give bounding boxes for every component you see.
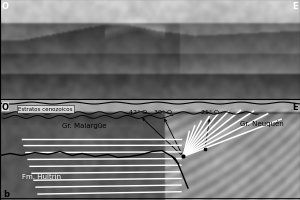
Text: 42° O: 42° O (129, 109, 147, 114)
Text: O: O (2, 2, 9, 11)
Text: Fm. Huitrín: Fm. Huitrín (22, 173, 61, 179)
Text: E: E (292, 2, 298, 11)
Text: 30° O: 30° O (154, 109, 172, 114)
Text: E: E (292, 103, 298, 112)
Text: Gr. Neuquén: Gr. Neuquén (240, 120, 284, 127)
Text: Estratos cenozoicos: Estratos cenozoicos (18, 107, 73, 112)
Text: O: O (2, 103, 9, 112)
Text: Gr. Malargüe: Gr. Malargüe (62, 122, 106, 128)
Text: 21° O: 21° O (201, 109, 219, 114)
Text: b: b (3, 189, 9, 198)
